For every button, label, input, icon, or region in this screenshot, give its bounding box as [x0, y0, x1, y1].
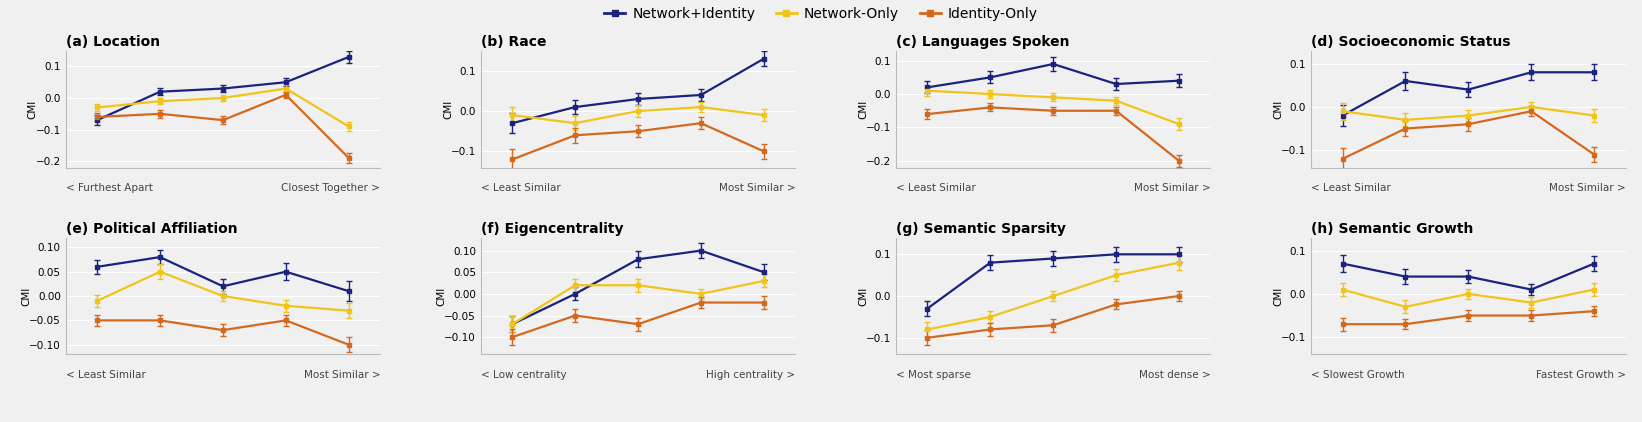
Text: Most Similar >: Most Similar > — [304, 370, 381, 380]
Text: (f) Eigencentrality: (f) Eigencentrality — [481, 222, 624, 236]
Text: Most dense >: Most dense > — [1140, 370, 1210, 380]
Y-axis label: CMI: CMI — [21, 287, 31, 306]
Y-axis label: CMI: CMI — [1273, 100, 1282, 119]
Y-axis label: CMI: CMI — [859, 100, 869, 119]
Text: < Most sparse: < Most sparse — [897, 370, 970, 380]
Text: Most Similar >: Most Similar > — [1135, 183, 1210, 193]
Text: (a) Location: (a) Location — [66, 35, 159, 49]
Text: Fastest Growth >: Fastest Growth > — [1535, 370, 1626, 380]
Text: < Furthest Apart: < Furthest Apart — [66, 183, 153, 193]
Text: Most Similar >: Most Similar > — [1548, 183, 1626, 193]
Text: High centrality >: High centrality > — [706, 370, 795, 380]
Text: (d) Socioeconomic Status: (d) Socioeconomic Status — [1310, 35, 1511, 49]
Text: (c) Languages Spoken: (c) Languages Spoken — [897, 35, 1069, 49]
Text: < Least Similar: < Least Similar — [1310, 183, 1391, 193]
Legend: Network+Identity, Network-Only, Identity-Only: Network+Identity, Network-Only, Identity… — [604, 7, 1038, 21]
Text: Most Similar >: Most Similar > — [719, 183, 795, 193]
Text: < Least Similar: < Least Similar — [897, 183, 975, 193]
Text: (e) Political Affiliation: (e) Political Affiliation — [66, 222, 238, 236]
Text: (g) Semantic Sparsity: (g) Semantic Sparsity — [897, 222, 1066, 236]
Y-axis label: CMI: CMI — [859, 287, 869, 306]
Y-axis label: CMI: CMI — [443, 100, 453, 119]
Y-axis label: CMI: CMI — [28, 100, 38, 119]
Text: Closest Together >: Closest Together > — [281, 183, 381, 193]
Text: < Slowest Growth: < Slowest Growth — [1310, 370, 1404, 380]
Text: < Least Similar: < Least Similar — [66, 370, 146, 380]
Text: < Low centrality: < Low centrality — [481, 370, 566, 380]
Text: (h) Semantic Growth: (h) Semantic Growth — [1310, 222, 1473, 236]
Text: < Least Similar: < Least Similar — [481, 183, 560, 193]
Y-axis label: CMI: CMI — [437, 287, 447, 306]
Y-axis label: CMI: CMI — [1273, 287, 1282, 306]
Text: (b) Race: (b) Race — [481, 35, 547, 49]
